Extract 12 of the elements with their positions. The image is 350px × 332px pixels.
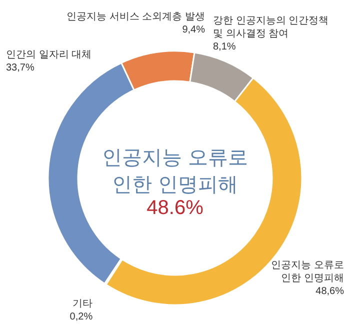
slice-label: 강한 인공지능의 인간정책 및 의사결정 참여 xyxy=(213,15,329,40)
slice-label: 기타 xyxy=(72,298,93,310)
slice-label: 인공지능 서비스 소외계층 발생 xyxy=(66,11,205,22)
data-label: 33,7% xyxy=(6,62,34,74)
data-label: 9,4% xyxy=(182,24,206,36)
slice-label: 인간의 일자리 대체 xyxy=(6,50,92,61)
text: 48.6% xyxy=(146,197,204,219)
slice-label: 인공지능 오류로 인한 인명피해 xyxy=(271,260,344,284)
data-label: 0,2% xyxy=(70,311,93,322)
data-label: 8,1% xyxy=(213,41,236,52)
data-label: 48,6% xyxy=(316,286,344,298)
text: 인공지능 오류로 인한 인명피해 xyxy=(102,147,248,196)
